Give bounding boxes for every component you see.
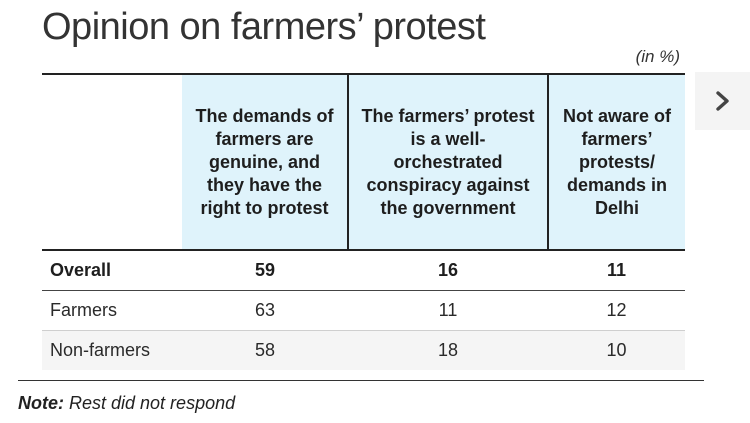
chart-title: Opinion on farmers’ protest <box>42 6 486 48</box>
table-row-non-farmers: Non-farmers 58 18 10 <box>42 330 685 370</box>
opinion-table: The demands of farmers are genuine, and … <box>42 73 685 370</box>
table-cell: 11 <box>348 290 548 331</box>
note-text: Rest did not respond <box>64 393 236 413</box>
table-cell: 11 <box>548 250 685 291</box>
unit-label: (in %) <box>635 47 680 66</box>
table-cell: 18 <box>348 330 548 370</box>
column-header-genuine: The demands of farmers are genuine, and … <box>182 73 348 251</box>
footnote: Note: Rest did not respond <box>18 393 235 414</box>
column-header-not-aware: Not aware of farmers’ protests/ demands … <box>547 73 685 251</box>
row-label: Overall <box>42 250 182 291</box>
table-cell: 58 <box>182 330 348 370</box>
next-slide-button[interactable] <box>695 72 750 130</box>
table-cell: 10 <box>548 330 685 370</box>
table-row-farmers: Farmers 63 11 12 <box>42 290 685 331</box>
row-label: Non-farmers <box>42 330 182 370</box>
chevron-right-icon <box>715 91 731 111</box>
note-divider <box>18 380 704 381</box>
table-cell: 16 <box>348 250 548 291</box>
row-label: Farmers <box>42 290 182 331</box>
header-corner-cell <box>42 73 182 251</box>
table-row-overall: Overall 59 16 11 <box>42 250 685 291</box>
column-header-conspiracy: The farmers’ protest is a well-orchestra… <box>347 73 548 251</box>
table-cell: 59 <box>182 250 348 291</box>
table-cell: 12 <box>548 290 685 331</box>
table-cell: 63 <box>182 290 348 331</box>
note-label: Note: <box>18 393 64 413</box>
table-header-row: The demands of farmers are genuine, and … <box>42 73 685 251</box>
